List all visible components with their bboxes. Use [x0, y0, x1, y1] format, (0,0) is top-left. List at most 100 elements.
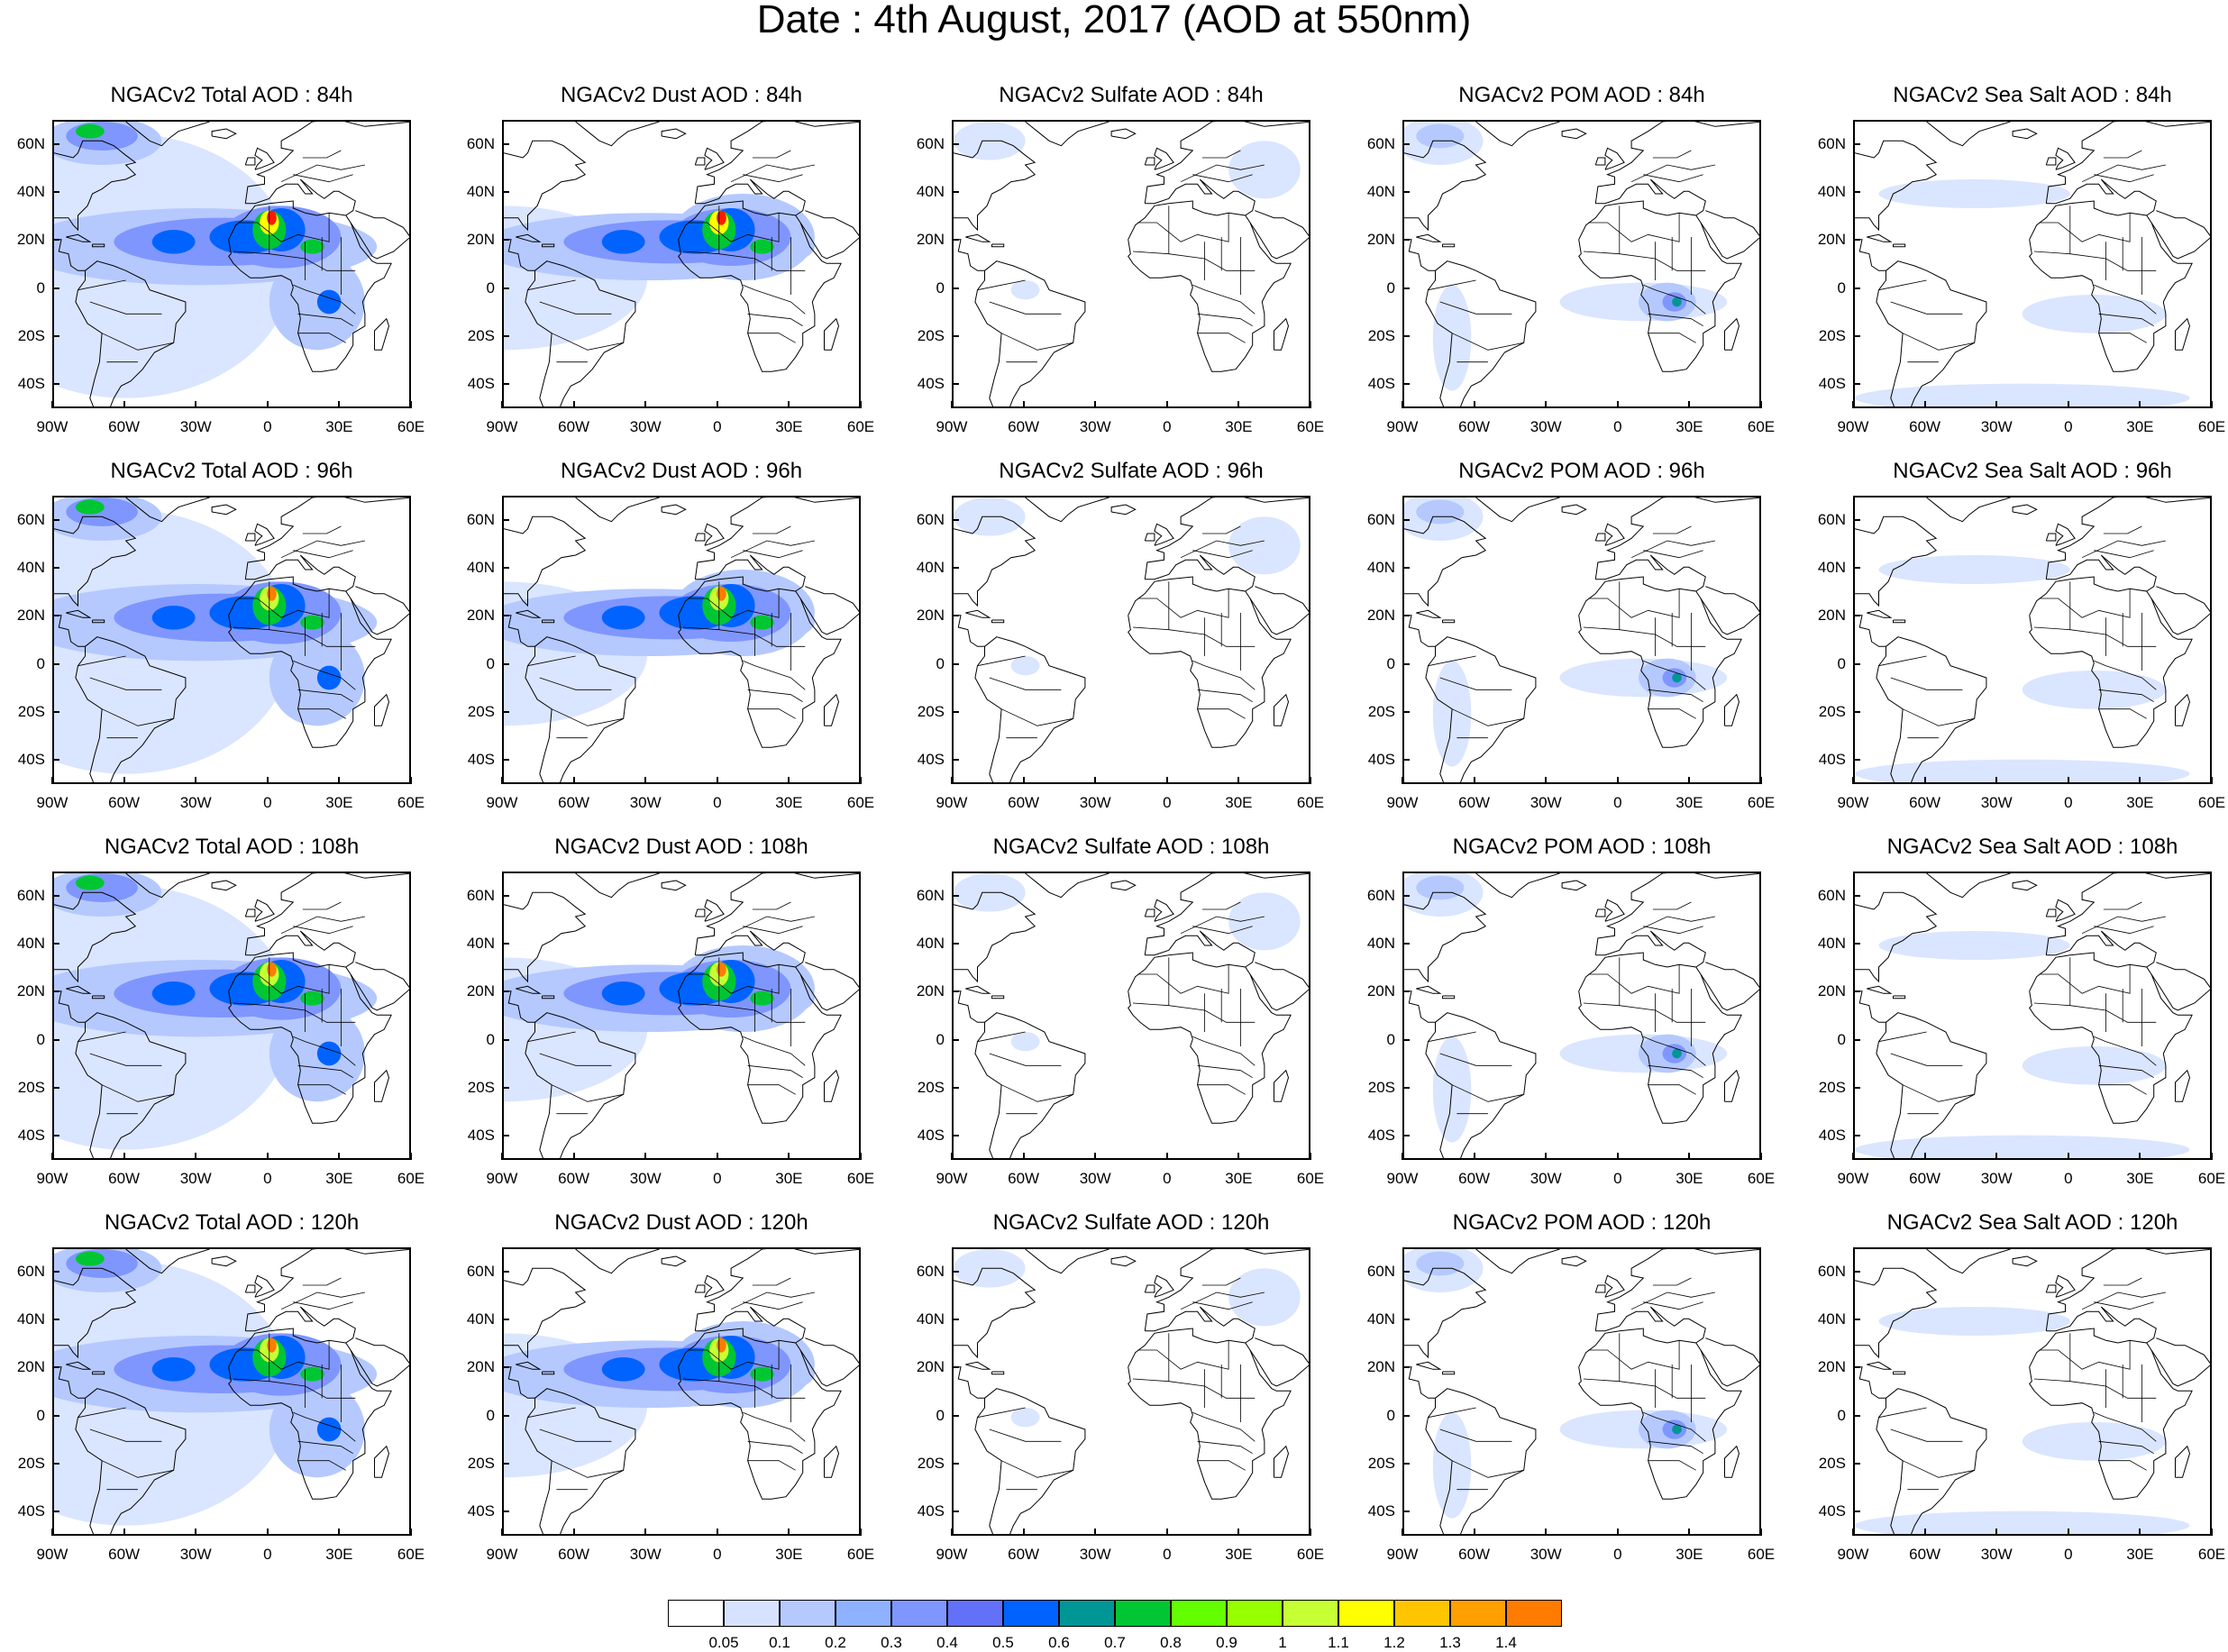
lat-tick-mark [952, 335, 959, 337]
coastline [1595, 554, 1706, 592]
lon-tick-label: 90W [936, 1170, 968, 1187]
lat-tick-mark [1402, 239, 1410, 242]
country-border [1652, 901, 1692, 910]
aod-contour [1010, 280, 1040, 300]
lat-tick-label: 60N [916, 134, 945, 152]
lat-tick-mark [1402, 1270, 1410, 1273]
country-border [1588, 589, 1680, 618]
country-border [1197, 708, 1246, 719]
coastline [254, 523, 275, 546]
lon-tick-mark [1545, 1153, 1548, 1160]
lat-tick-label: 60N [16, 510, 45, 528]
coastline [694, 908, 706, 917]
coastline [2045, 1284, 2057, 1293]
lon-tick-label: 60E [1747, 794, 1776, 811]
aod-contour [750, 615, 774, 630]
lon-tick-mark [644, 401, 647, 408]
country-border [1451, 1460, 1524, 1478]
lat-tick-label: 40N [16, 1310, 45, 1328]
lat-tick-mark [52, 239, 59, 242]
country-border [743, 284, 806, 315]
aod-contour [1416, 123, 1465, 149]
country-border [1583, 626, 1706, 647]
coastline [245, 554, 356, 592]
lon-tick-mark [1923, 777, 1926, 784]
coastline [54, 990, 86, 1023]
lon-tick-mark [266, 1153, 269, 1160]
country-border [743, 1411, 806, 1442]
coastline [694, 1249, 859, 1331]
lat-tick-label: 20S [17, 1455, 45, 1472]
coastline [1425, 636, 1537, 782]
lat-tick-label: 0 [1837, 278, 1846, 297]
aod-contour [1228, 516, 1301, 575]
map-area [1853, 1247, 2212, 1536]
lon-tick-mark [572, 1153, 575, 1160]
country-border [1000, 1084, 1073, 1102]
lon-tick-label: 30E [2126, 418, 2154, 435]
coastline [575, 873, 660, 899]
country-border [1180, 540, 1265, 559]
lat-tick-label: 20N [16, 982, 45, 1000]
country-border [1890, 301, 1963, 315]
aod-contour [1878, 555, 2070, 584]
country-border [2094, 174, 2154, 183]
map-area [1402, 496, 1761, 784]
map-area [52, 872, 411, 1160]
country-border [1132, 626, 1256, 647]
country-border [1652, 1277, 1692, 1286]
map-area [1853, 496, 2212, 784]
aod-contour [750, 1366, 774, 1382]
aod-contour [2022, 671, 2166, 709]
lon-tick-mark [1165, 1529, 1168, 1536]
aod-contour [717, 586, 726, 601]
lon-tick-mark [1923, 1153, 1926, 1160]
lon-tick-label: 0 [1613, 794, 1622, 811]
lon-tick-label: 60W [108, 1170, 141, 1187]
coastline [1154, 1274, 1174, 1298]
lon-tick-label: 90W [1837, 794, 1869, 811]
coastline [1154, 523, 1174, 546]
lon-tick-label: 60E [2197, 1170, 2226, 1187]
lon-tick-label: 60W [1458, 1546, 1491, 1563]
lon-tick-mark [1995, 1529, 1998, 1536]
country-border [989, 677, 1062, 690]
lat-tick-mark [52, 1087, 59, 1089]
coastline [75, 636, 187, 782]
coastline [1594, 122, 1759, 204]
colorbar-swatch [1506, 1600, 1562, 1627]
coastline [678, 200, 842, 372]
lat-tick-label: 20S [1367, 327, 1395, 344]
lat-tick-mark [1402, 894, 1410, 897]
lat-tick-label: 40N [916, 1310, 945, 1328]
lat-tick-label: 0 [36, 1030, 45, 1048]
lon-tick-label: 60W [558, 794, 590, 811]
lat-tick-mark [1853, 239, 1860, 242]
aod-contour [1228, 892, 1301, 951]
lat-tick-label: 40N [1817, 1310, 1846, 1328]
lon-tick-mark [1094, 401, 1097, 408]
coastline [542, 243, 555, 248]
coastline [575, 122, 660, 147]
lat-tick-mark [502, 894, 509, 897]
lat-tick-label: 40N [1817, 935, 1846, 952]
lat-tick-mark [1853, 1511, 1860, 1513]
coastline [525, 1388, 636, 1534]
lon-tick-label: 30W [179, 1170, 212, 1187]
coastline [211, 504, 237, 516]
country-border [1878, 279, 1927, 291]
map-area [502, 120, 861, 408]
coastline [244, 533, 256, 542]
aod-contour [1010, 1032, 1040, 1052]
country-border [302, 150, 342, 159]
lon-tick-mark [338, 401, 341, 408]
lon-tick-label: 90W [36, 1170, 68, 1187]
coastline [374, 693, 390, 726]
lon-tick-mark [1165, 777, 1168, 784]
panel-title: NGACv2 Dust AOD : 120h [554, 1210, 808, 1235]
country-border [297, 313, 353, 327]
lat-tick-label: 20N [16, 1358, 45, 1376]
country-border [1643, 284, 1706, 315]
lon-tick-mark [1852, 401, 1854, 408]
lat-tick-mark [1853, 1414, 1860, 1417]
